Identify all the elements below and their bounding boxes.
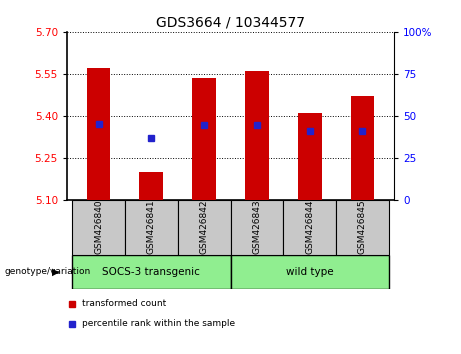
Bar	[87, 68, 110, 200]
Bar	[192, 78, 216, 200]
Bar	[336, 200, 389, 255]
Text: wild type: wild type	[286, 267, 333, 277]
Bar	[230, 200, 284, 255]
Text: GSM426841: GSM426841	[147, 199, 156, 254]
Bar	[245, 71, 269, 200]
Text: GSM426840: GSM426840	[94, 199, 103, 254]
Text: ▶: ▶	[52, 267, 59, 277]
Bar	[230, 255, 389, 289]
Bar	[298, 113, 322, 200]
Text: GSM426844: GSM426844	[305, 199, 314, 253]
Bar	[72, 255, 230, 289]
Text: SOCS-3 transgenic: SOCS-3 transgenic	[102, 267, 200, 277]
Bar	[284, 200, 336, 255]
Bar	[72, 200, 125, 255]
Title: GDS3664 / 10344577: GDS3664 / 10344577	[156, 15, 305, 29]
Bar	[351, 96, 374, 200]
Text: GSM426843: GSM426843	[252, 199, 261, 254]
Text: GSM426842: GSM426842	[200, 199, 209, 253]
Bar	[125, 200, 177, 255]
Bar	[139, 172, 163, 200]
Bar	[177, 200, 230, 255]
Text: percentile rank within the sample: percentile rank within the sample	[82, 319, 235, 329]
Text: genotype/variation: genotype/variation	[5, 267, 91, 276]
Text: transformed count: transformed count	[82, 299, 166, 308]
Text: GSM426845: GSM426845	[358, 199, 367, 254]
